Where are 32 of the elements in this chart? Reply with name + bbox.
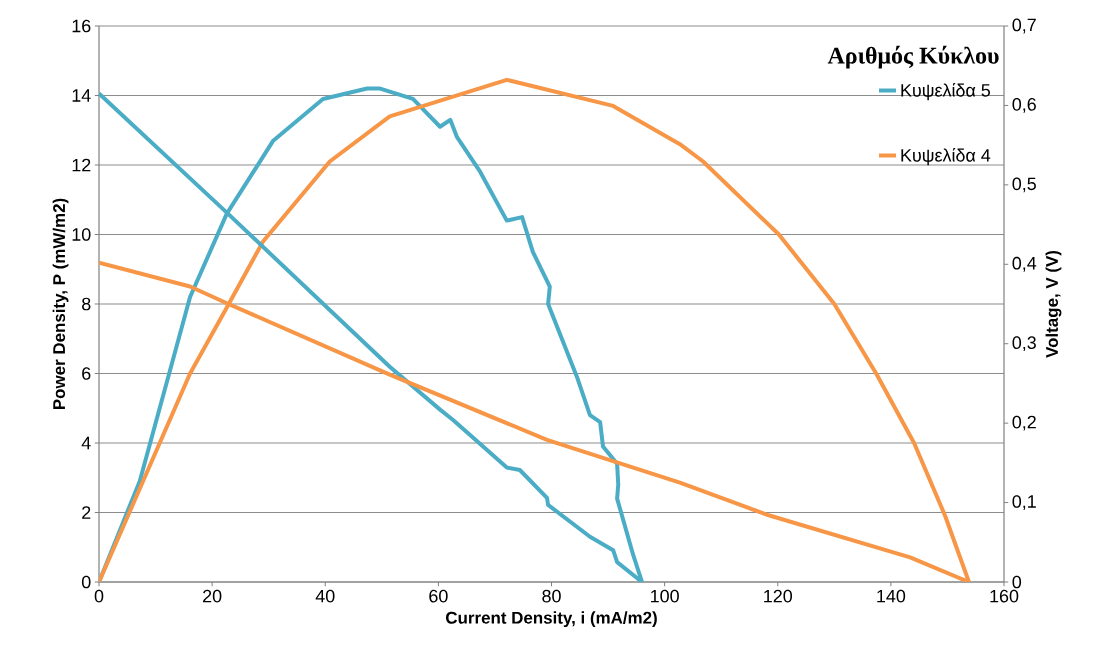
y2-tick-label: 0 (1012, 575, 1022, 589)
y2-tick-label: 0,1 (1012, 495, 1036, 510)
x-tick-label: 20 (203, 589, 222, 603)
x-tick-label: 160 (990, 589, 1019, 603)
x-tick-label: 0 (94, 589, 104, 603)
y2-tick-label: 0,6 (1012, 98, 1036, 113)
x-tick-label: 60 (429, 589, 448, 603)
legend-title: Αριθμός Κύκλου (827, 45, 999, 69)
y-tick-label: 2 (82, 506, 91, 519)
y-axis-title: Power Density, P (mW/m2) (52, 198, 69, 410)
x-tick-label: 100 (651, 589, 679, 603)
y-tick-label: 16 (72, 19, 91, 33)
legend-label: Κυψελίδα 4 (901, 148, 991, 166)
y2-tick-label: 0,2 (1012, 415, 1036, 431)
y-tick-label: 8 (82, 297, 91, 311)
y2-axis-title: Voltage, V (V) (1045, 250, 1062, 358)
x-tick-label: 80 (542, 589, 561, 603)
y-tick-label: 14 (72, 89, 91, 102)
y-tick-label: 4 (81, 436, 91, 450)
y-tick-label: 0 (81, 575, 91, 589)
x-tick-label: 120 (764, 589, 793, 603)
x-tick-label: 140 (877, 589, 906, 603)
y2-tick-label: 0,5 (1012, 177, 1036, 193)
y-tick-label: 6 (82, 367, 91, 380)
y-tick-label: 12 (72, 158, 91, 172)
y-tick-label: 10 (72, 228, 91, 241)
y2-tick-label: 0,7 (1012, 18, 1036, 34)
legend-label: Κυψελίδα 5 (901, 83, 991, 101)
x-axis-title: Current Density, i (mA/m2) (446, 611, 657, 628)
y2-tick-label: 0,4 (1012, 256, 1037, 272)
y2-tick-label: 0,3 (1012, 336, 1036, 352)
x-tick-label: 40 (315, 589, 335, 603)
